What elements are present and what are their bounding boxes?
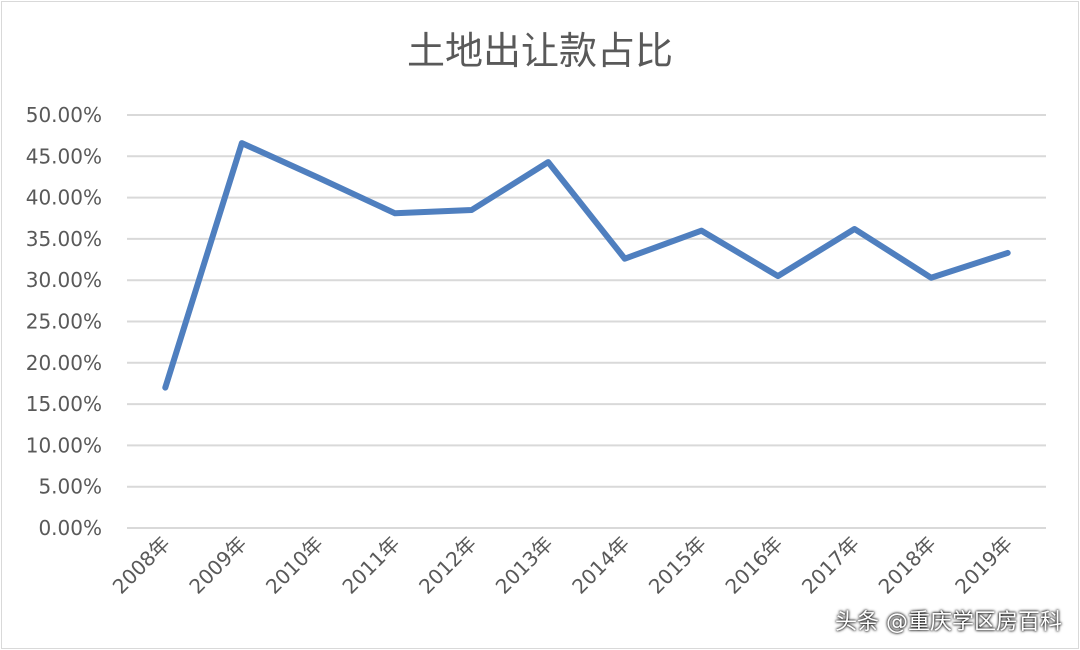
- x-tick-label: 2010年: [261, 532, 328, 599]
- x-tick-label: 2009年: [184, 532, 251, 599]
- y-tick-label: 0.00%: [38, 516, 102, 540]
- x-tick-label: 2013年: [491, 532, 558, 599]
- y-tick-label: 35.00%: [26, 227, 102, 251]
- x-tick-label: 2008年: [108, 532, 175, 599]
- series-line: [162, 140, 1011, 391]
- x-tick-label: 2016年: [720, 532, 787, 599]
- y-tick-label: 45.00%: [26, 144, 102, 168]
- y-tick-label: 10.00%: [26, 433, 102, 457]
- x-tick-label: 2017年: [797, 532, 864, 599]
- x-tick-label: 2011年: [337, 532, 404, 599]
- x-tick-label: 2015年: [644, 532, 711, 599]
- x-tick-label: 2019年: [950, 532, 1017, 599]
- y-tick-label: 40.00%: [26, 186, 102, 210]
- y-tick-label: 15.00%: [26, 392, 102, 416]
- y-tick-label: 20.00%: [26, 351, 102, 375]
- watermark: 头条 @重庆学区房百科: [835, 610, 1062, 635]
- x-tick-label: 2014年: [567, 532, 634, 599]
- y-tick-label: 50.00%: [26, 103, 102, 127]
- y-tick-label: 30.00%: [26, 268, 102, 292]
- x-tick-label: 2018年: [874, 532, 941, 599]
- x-tick-label: 2012年: [414, 532, 481, 599]
- y-tick-label: 25.00%: [26, 310, 102, 334]
- chart-title: 土地出让款占比: [407, 29, 673, 73]
- y-tick-label: 5.00%: [38, 475, 102, 499]
